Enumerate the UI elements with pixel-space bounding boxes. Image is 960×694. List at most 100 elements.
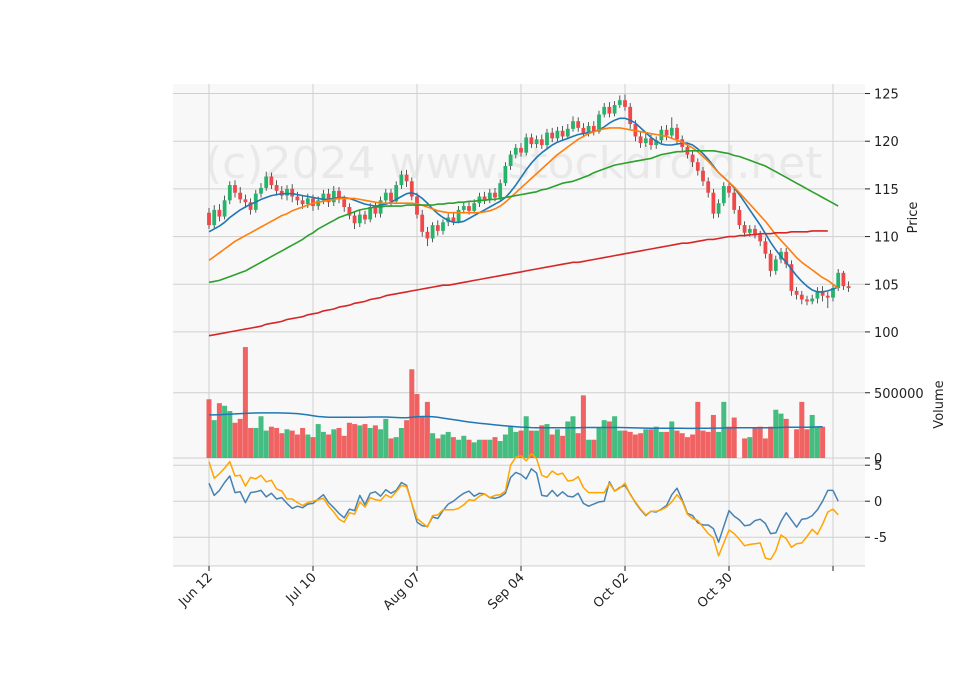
- candle-body: [675, 127, 679, 140]
- volume-bar: [700, 430, 706, 458]
- candle-body: [820, 290, 825, 296]
- candle-body: [420, 214, 425, 232]
- moving-average-ma_longest: [208, 230, 828, 337]
- candle-body: [321, 193, 326, 201]
- volume-bar: [300, 427, 306, 458]
- candle-body: [623, 100, 627, 107]
- candle-body: [789, 264, 794, 291]
- volume-bar: [409, 369, 415, 458]
- volume-bar: [435, 438, 441, 458]
- volume-bar: [809, 414, 815, 458]
- x-tick-label: Jun 12: [176, 570, 216, 610]
- candle-body: [373, 207, 378, 214]
- y-tick-label: 5: [874, 459, 882, 474]
- volume-bar: [762, 438, 768, 458]
- candle-body: [467, 206, 471, 211]
- volume-bar: [664, 431, 670, 458]
- volume-bar: [591, 439, 597, 458]
- candle-body: [784, 251, 789, 265]
- candle-body: [487, 192, 492, 201]
- volume-bar: [508, 426, 514, 458]
- candle-body: [597, 114, 601, 132]
- candle-body: [404, 174, 409, 182]
- volume-bar: [617, 430, 623, 458]
- volume-axis-label: Volume: [932, 380, 947, 428]
- volume-bar: [721, 401, 727, 458]
- candle-body: [565, 128, 570, 137]
- volume-bar: [669, 421, 675, 458]
- volume-bar: [768, 426, 774, 458]
- candle-body: [794, 290, 799, 295]
- candle-body: [721, 186, 726, 204]
- candle-body: [571, 121, 575, 129]
- x-tick-label: Oct 30: [695, 570, 736, 611]
- volume-bar: [726, 426, 732, 458]
- volume-bar: [383, 418, 389, 458]
- candle-body: [617, 100, 622, 105]
- candle-body: [274, 185, 279, 191]
- candle-body: [555, 130, 560, 139]
- volume-bar: [632, 434, 638, 458]
- volume-bar: [232, 422, 238, 458]
- y-tick-label: 115: [874, 183, 899, 198]
- candle-body: [701, 170, 705, 182]
- candle-body: [357, 214, 362, 224]
- volume-bar: [539, 425, 545, 458]
- candle-body: [389, 192, 393, 202]
- candle-body: [394, 185, 399, 202]
- candle-body: [326, 193, 331, 203]
- volume-bar: [258, 416, 264, 458]
- candle-body: [711, 192, 716, 214]
- candle-body: [331, 190, 336, 203]
- volume-bar: [773, 409, 779, 458]
- candle-body: [539, 139, 544, 146]
- y-tick-label: 125: [874, 88, 899, 103]
- chart-marks: [206, 94, 851, 561]
- candle-body: [737, 209, 742, 226]
- volume-bar: [274, 427, 280, 458]
- candle-body: [285, 188, 289, 196]
- volume-bar: [528, 430, 534, 458]
- volume-bar: [263, 430, 269, 458]
- volume-bar: [518, 430, 524, 458]
- volume-bar: [237, 418, 243, 458]
- volume-bar: [513, 431, 519, 458]
- volume-bar: [643, 429, 649, 458]
- volume-bar: [378, 429, 384, 458]
- volume-bar: [497, 441, 503, 458]
- volume-bar: [710, 414, 716, 458]
- x-tick-label: Oct 02: [591, 570, 632, 611]
- volume-bar: [684, 437, 690, 458]
- candle-body: [716, 203, 721, 214]
- candle-body: [368, 207, 373, 220]
- y-tick-label: 110: [874, 231, 899, 246]
- volume-bar: [814, 426, 820, 458]
- volume-bar: [284, 429, 290, 458]
- volume-bar: [211, 420, 217, 458]
- volume-bar: [820, 426, 826, 458]
- volume-bar: [627, 431, 633, 458]
- candle-body: [233, 185, 237, 193]
- candle-body: [399, 174, 404, 186]
- volume-bar: [747, 437, 753, 458]
- volume-bar: [305, 434, 311, 458]
- candle-body: [207, 212, 211, 226]
- candle-body: [482, 196, 487, 201]
- volume-bar: [778, 413, 784, 458]
- volume-bar: [461, 435, 467, 458]
- candle-body: [238, 192, 243, 200]
- volume-bar: [648, 429, 654, 458]
- volume-bar: [367, 427, 373, 458]
- volume-bar: [440, 434, 446, 458]
- volume-bar: [679, 433, 685, 458]
- volume-bar: [565, 421, 571, 458]
- candle-body: [773, 259, 778, 271]
- volume-bar: [310, 437, 316, 458]
- volume-bar: [586, 439, 592, 458]
- candle-body: [586, 125, 591, 134]
- candle-body: [305, 198, 310, 205]
- candle-body: [581, 127, 586, 134]
- volume-bar: [794, 429, 800, 458]
- x-tick-label: Jul 10: [283, 570, 320, 607]
